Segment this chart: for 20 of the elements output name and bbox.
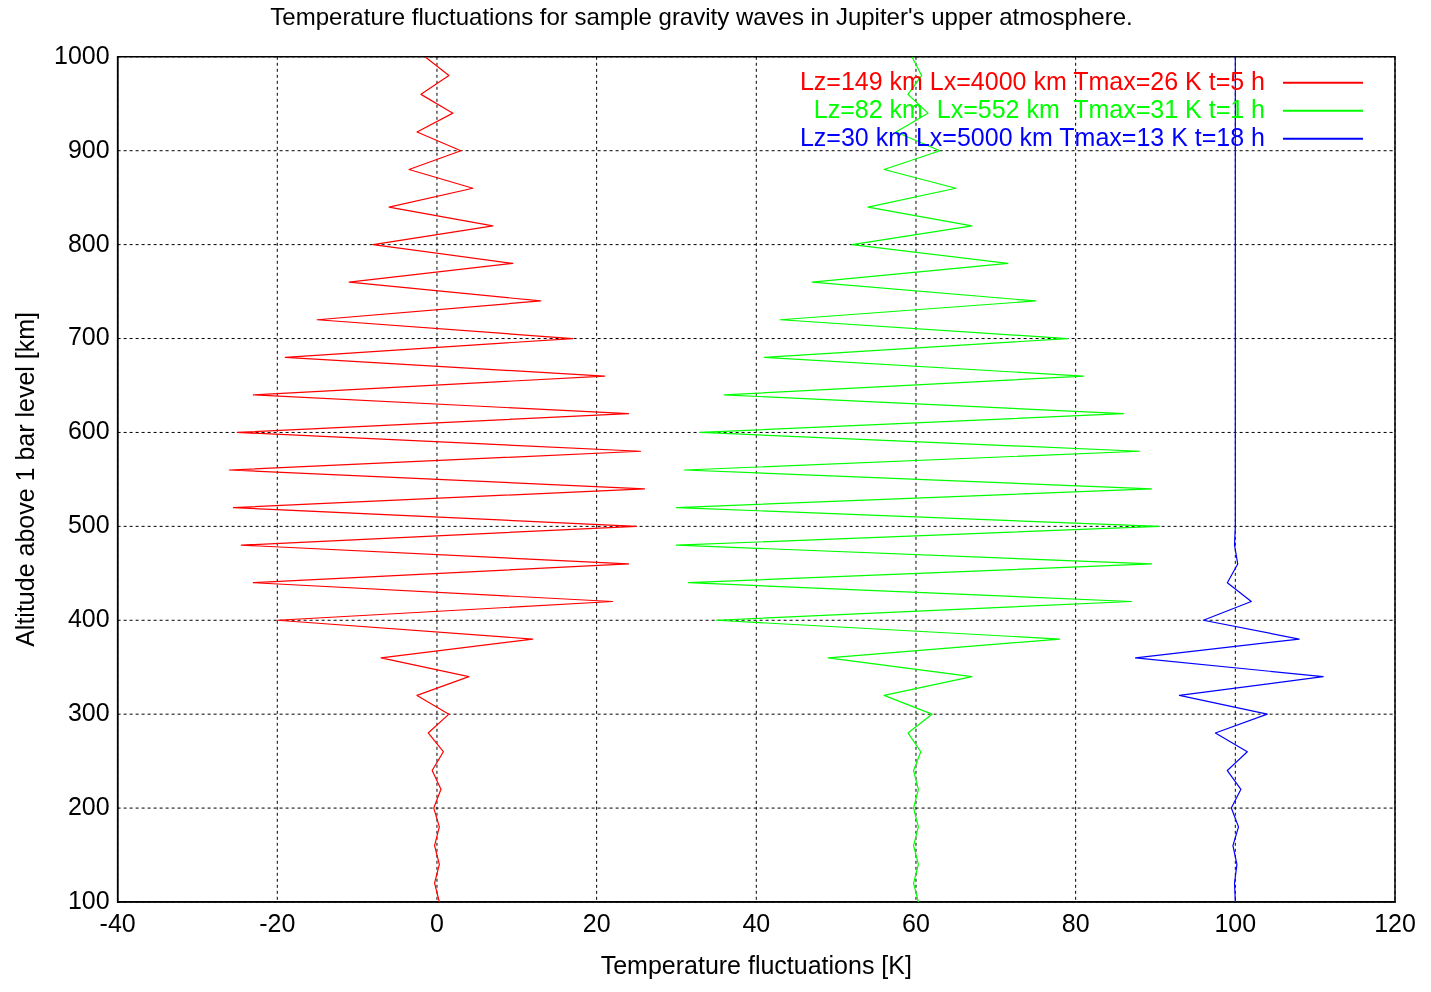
y-tick-label: 300 <box>67 698 110 727</box>
y-tick-label: 700 <box>67 322 110 351</box>
x-tick-label: 120 <box>1374 908 1416 937</box>
x-tick-label: 100 <box>1214 908 1257 937</box>
y-tick-label: 600 <box>67 416 110 445</box>
x-tick-label: 60 <box>902 908 930 937</box>
y-tick-label: 1000 <box>53 40 110 69</box>
x-tick-label: 20 <box>582 908 611 937</box>
y-tick-label: 900 <box>67 134 110 163</box>
x-tick-label: -20 <box>259 908 296 937</box>
x-tick-label: 40 <box>742 908 771 937</box>
y-axis-title: Altitude above 1 bar level [km] <box>10 311 39 647</box>
y-tick-label: 800 <box>67 228 110 257</box>
y-tick-label: 400 <box>67 604 110 633</box>
x-tick-label: 0 <box>430 908 444 937</box>
chart-title: Temperature fluctuations for sample gravity waves in Jupiter's upper atmosphere. <box>270 3 1133 31</box>
y-tick-label: 200 <box>67 791 110 820</box>
y-tick-label: 500 <box>67 510 110 539</box>
x-tick-label: 80 <box>1061 908 1090 937</box>
x-axis-title: Temperature fluctuations [K] <box>600 950 912 979</box>
